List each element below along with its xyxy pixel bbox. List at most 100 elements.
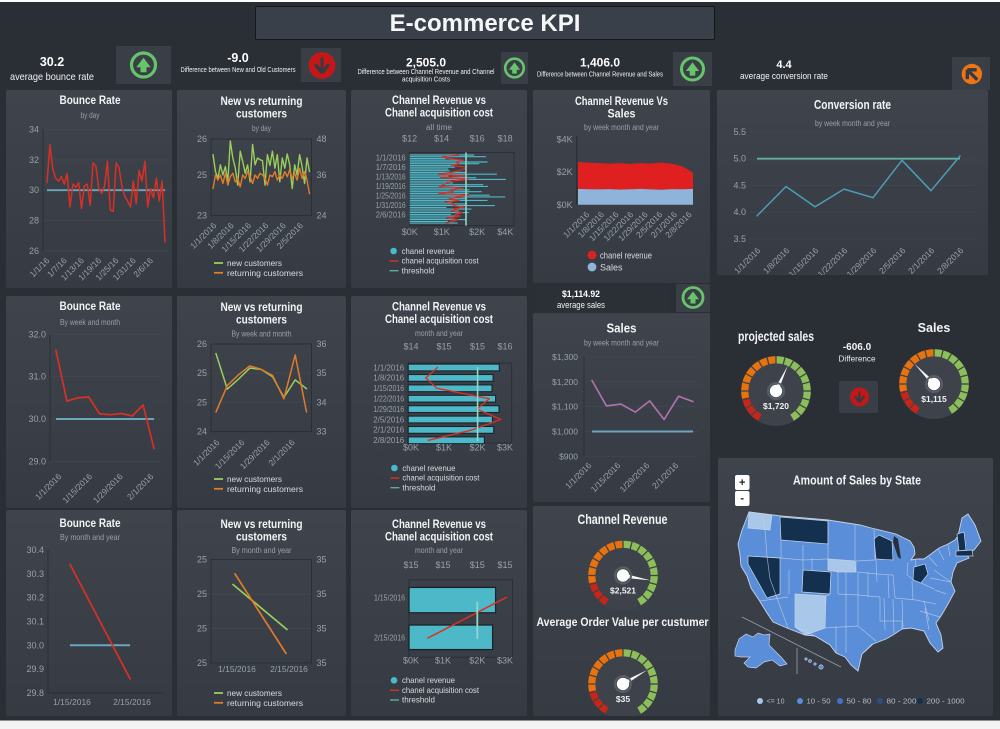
svg-text:34: 34 (317, 397, 327, 407)
svg-text:2/1/2016: 2/1/2016 (373, 425, 404, 435)
svg-text:1,406.0: 1,406.0 (580, 56, 620, 70)
svg-text:-: - (740, 493, 744, 505)
svg-text:returning customers: returning customers (227, 268, 303, 278)
svg-text:35: 35 (317, 368, 327, 378)
svg-text:Channel Revenue vs: Channel Revenue vs (392, 302, 486, 314)
svg-text:30: 30 (29, 185, 39, 195)
svg-text:25: 25 (197, 170, 207, 180)
svg-text:35: 35 (317, 589, 327, 599)
svg-text:$2K: $2K (469, 443, 485, 453)
svg-text:30.3: 30.3 (26, 569, 44, 579)
svg-text:+: + (739, 477, 745, 489)
svg-text:new customers: new customers (227, 688, 282, 698)
svg-text:$2K: $2K (469, 656, 485, 666)
svg-text:-606.0: -606.0 (843, 342, 872, 353)
svg-text:5.0: 5.0 (733, 154, 746, 164)
svg-text:By week and month: By week and month (232, 329, 292, 339)
svg-text:$2,521: $2,521 (610, 586, 636, 596)
svg-text:$1K: $1K (436, 443, 452, 453)
svg-text:30.1: 30.1 (26, 617, 44, 627)
svg-text:48: 48 (317, 134, 327, 144)
svg-text:$3K: $3K (497, 656, 513, 666)
svg-text:1/25/2016: 1/25/2016 (376, 192, 406, 201)
svg-text:threshold: threshold (402, 482, 435, 492)
svg-text:$16: $16 (497, 342, 512, 352)
svg-text:1/15/2016: 1/15/2016 (374, 593, 405, 603)
svg-text:32.0: 32.0 (28, 329, 46, 339)
svg-text:acquisition Costs: acquisition Costs (402, 77, 450, 84)
svg-text:25: 25 (197, 658, 207, 668)
svg-text:2/6/2016: 2/6/2016 (376, 211, 407, 220)
svg-text:1/15/2016: 1/15/2016 (589, 460, 623, 494)
svg-text:Average Order Value per custum: Average Order Value per custumer (537, 615, 709, 629)
svg-text:average bounce rate: average bounce rate (10, 71, 94, 83)
svg-text:new customers: new customers (227, 258, 282, 268)
svg-text:31.0: 31.0 (28, 372, 46, 382)
svg-text:$1,300: $1,300 (552, 352, 578, 362)
svg-text:1/29/2016: 1/29/2016 (373, 404, 404, 414)
svg-text:33: 33 (317, 427, 327, 437)
svg-text:customers: customers (236, 109, 287, 121)
svg-text:chanel acquisition cost: chanel acquisition cost (402, 473, 480, 483)
svg-text:chanel acquisition cost: chanel acquisition cost (402, 685, 480, 695)
svg-text:$2K: $2K (469, 227, 485, 237)
svg-text:Conversion rate: Conversion rate (814, 98, 891, 112)
svg-text:$35: $35 (616, 694, 630, 704)
svg-text:25: 25 (197, 624, 207, 634)
svg-text:35: 35 (317, 658, 327, 668)
svg-text:$18: $18 (498, 134, 513, 144)
svg-text:$1K: $1K (434, 227, 450, 237)
svg-text:Chanel acquisition cost: Chanel acquisition cost (385, 108, 493, 120)
svg-text:Bounce Rate: Bounce Rate (60, 518, 121, 530)
svg-text:1/15/2016: 1/15/2016 (60, 471, 94, 505)
svg-text:Channel Revenue Vs: Channel Revenue Vs (575, 96, 668, 108)
svg-text:customers: customers (236, 532, 287, 544)
svg-text:New vs returning: New vs returning (221, 302, 303, 314)
svg-text:Channel Revenue vs: Channel Revenue vs (392, 95, 486, 107)
svg-text:chanel revenue: chanel revenue (402, 463, 455, 473)
svg-text:1/7/2016: 1/7/2016 (376, 163, 407, 172)
svg-text:$4K: $4K (557, 134, 573, 144)
svg-text:month and year: month and year (415, 328, 463, 338)
svg-text:1/1/2016: 1/1/2016 (33, 471, 64, 502)
svg-text:returning customers: returning customers (227, 484, 303, 494)
svg-text:29.8: 29.8 (26, 688, 44, 698)
svg-text:average sales: average sales (557, 300, 605, 310)
svg-text:3.5: 3.5 (733, 234, 746, 244)
svg-text:By month and year: By month and year (60, 532, 120, 542)
svg-text:29.0: 29.0 (28, 456, 46, 466)
svg-text:$1,000: $1,000 (552, 427, 578, 437)
svg-text:Amount of Sales by State: Amount of Sales by State (793, 473, 921, 488)
svg-text:1/29/2016: 1/29/2016 (91, 471, 125, 505)
svg-text:24: 24 (197, 427, 207, 437)
svg-text:1/13/2016: 1/13/2016 (376, 172, 406, 181)
svg-text:4.4: 4.4 (776, 59, 792, 71)
svg-text:36: 36 (317, 339, 327, 349)
svg-text:By week and month: By week and month (60, 317, 120, 327)
svg-text:chanel revenue: chanel revenue (402, 675, 455, 685)
svg-text:Chanel acquisition cost: Chanel acquisition cost (385, 532, 493, 544)
svg-text:2/15/2016: 2/15/2016 (374, 632, 405, 642)
svg-text:$1,720: $1,720 (763, 401, 789, 411)
svg-text:$15: $15 (497, 560, 512, 570)
svg-text:2/8/2016: 2/8/2016 (373, 435, 404, 445)
svg-text:30.2: 30.2 (40, 55, 64, 69)
svg-text:average conversion rate: average conversion rate (740, 71, 828, 81)
svg-text:35: 35 (317, 624, 327, 634)
svg-text:24: 24 (317, 211, 327, 221)
svg-text:New vs returning: New vs returning (221, 96, 303, 108)
svg-text:<= 10: <= 10 (767, 697, 785, 706)
svg-text:$0K: $0K (402, 227, 418, 237)
svg-text:1/29/2016: 1/29/2016 (618, 460, 652, 494)
svg-text:$15: $15 (403, 560, 418, 570)
svg-text:$15: $15 (470, 560, 485, 570)
svg-text:30.2: 30.2 (26, 593, 44, 603)
svg-text:30.4: 30.4 (26, 545, 44, 555)
svg-text:chanel revenue: chanel revenue (600, 250, 652, 260)
svg-text:$15: $15 (435, 560, 450, 570)
svg-text:10 - 50: 10 - 50 (807, 697, 831, 706)
svg-text:Difference between Channel Rev: Difference between Channel Revenue and S… (537, 70, 663, 79)
svg-text:30.0: 30.0 (28, 414, 46, 424)
svg-text:25: 25 (197, 397, 207, 407)
svg-text:2/15/2016: 2/15/2016 (113, 697, 151, 707)
